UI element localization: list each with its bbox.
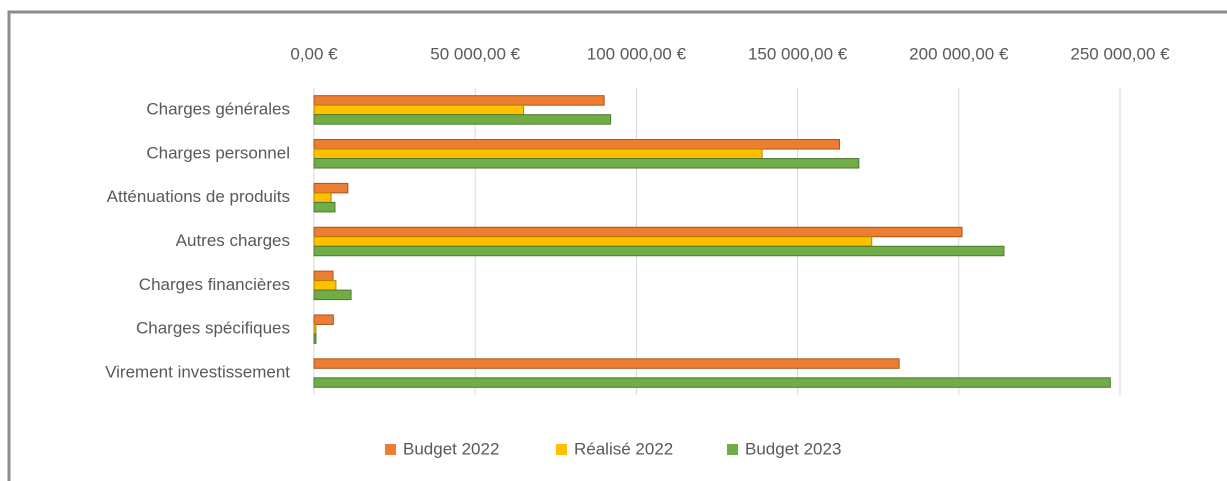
y-tick-label: Charges générales xyxy=(146,99,290,118)
legend-label: Budget 2023 xyxy=(745,439,841,458)
y-tick-label: Charges personnel xyxy=(146,143,290,162)
x-tick-label: 100 000,00 € xyxy=(587,44,687,63)
frame xyxy=(7,10,1227,481)
bar xyxy=(313,182,349,194)
bar xyxy=(313,314,334,325)
bar xyxy=(313,201,336,213)
y-tick-label: Atténuations de produits xyxy=(107,187,290,206)
bar xyxy=(313,280,337,291)
x-tick-label: 0,00 € xyxy=(290,44,338,63)
x-tick-label: 150 000,00 € xyxy=(748,44,848,63)
bar xyxy=(313,236,873,247)
legend-swatch xyxy=(385,444,396,455)
legend-swatch xyxy=(556,444,567,455)
bar xyxy=(313,139,841,150)
bar xyxy=(313,148,763,160)
x-tick-label: 250 000,00 € xyxy=(1070,44,1170,63)
bar xyxy=(313,289,352,301)
bar xyxy=(313,333,317,344)
bar xyxy=(313,245,1005,257)
legend-label: Réalisé 2022 xyxy=(574,439,673,458)
x-tick-label: 50 000,00 € xyxy=(430,44,520,63)
y-tick-label: Autres charges xyxy=(176,231,290,250)
bar xyxy=(313,358,900,369)
legend-label: Budget 2022 xyxy=(403,439,499,458)
x-tick-label: 200 000,00 € xyxy=(909,44,1009,63)
y-tick-label: Charges spécifiques xyxy=(136,319,290,338)
legend-swatch xyxy=(727,444,738,455)
bar xyxy=(313,192,332,203)
y-tick-label: Virement investissement xyxy=(105,363,290,382)
bar xyxy=(313,226,963,238)
bar xyxy=(313,104,525,116)
bar xyxy=(313,158,860,169)
bar xyxy=(313,114,612,125)
bar xyxy=(313,270,334,282)
bar xyxy=(313,323,317,335)
y-tick-label: Charges financières xyxy=(139,275,290,294)
bar xyxy=(313,95,605,106)
bar xyxy=(313,377,1111,388)
